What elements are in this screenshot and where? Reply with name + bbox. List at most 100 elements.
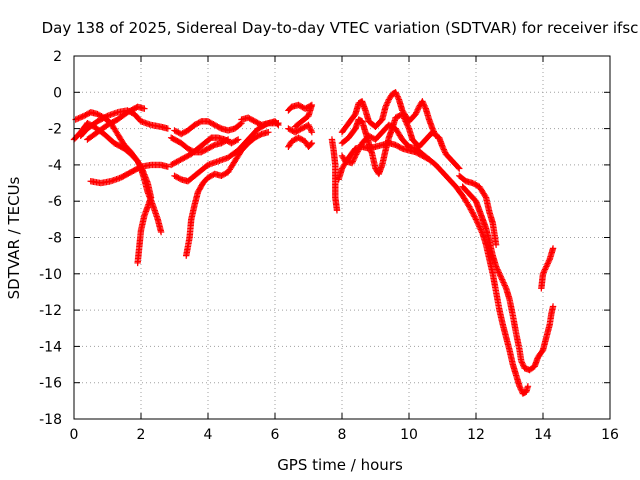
x-tick-label: 16 <box>601 427 619 443</box>
x-tick-label: 12 <box>467 427 485 443</box>
series-track-19 <box>338 121 433 167</box>
data-point <box>478 227 485 235</box>
chart-title: Day 138 of 2025, Sidereal Day-to-day VTE… <box>42 19 639 37</box>
data-point <box>393 90 400 97</box>
data-point <box>477 226 484 233</box>
data-point <box>78 113 85 121</box>
series-track-14 <box>285 134 316 150</box>
data-point <box>352 152 359 160</box>
data-point <box>494 266 501 273</box>
x-tick-label: 2 <box>137 427 146 443</box>
data-point <box>355 146 362 154</box>
data-point <box>237 120 244 128</box>
data-point <box>349 158 356 165</box>
data-point <box>402 118 409 125</box>
data-point <box>500 280 508 288</box>
x-tick-label: 6 <box>271 427 280 443</box>
data-point <box>383 100 391 108</box>
data-point <box>275 121 282 129</box>
data-point <box>545 257 553 264</box>
data-point <box>357 142 364 150</box>
series-track-21 <box>459 183 557 374</box>
data-point <box>499 277 506 285</box>
data-point <box>517 384 524 391</box>
data-point <box>475 221 482 229</box>
data-point <box>413 107 421 115</box>
series-track-5 <box>84 103 148 143</box>
data-point <box>518 357 525 365</box>
data-point <box>467 206 474 213</box>
data-point <box>307 127 315 134</box>
data-point <box>384 99 391 106</box>
data-point <box>393 92 401 99</box>
data-point <box>352 151 360 158</box>
data-point <box>492 263 500 270</box>
data-point <box>419 98 426 105</box>
data-point <box>543 263 550 270</box>
data-point <box>306 124 314 132</box>
y-tick-label: -2 <box>48 122 62 138</box>
data-point <box>473 217 480 225</box>
data-point <box>354 148 361 155</box>
data-point <box>333 207 341 214</box>
series-track-18 <box>338 110 463 178</box>
data-point <box>75 115 82 122</box>
data-point <box>274 120 281 128</box>
series-track-3 <box>87 161 171 187</box>
data-point <box>356 144 364 151</box>
data-point <box>498 274 505 282</box>
data-point <box>541 266 549 273</box>
data-point <box>468 207 475 215</box>
data-point <box>382 103 389 111</box>
data-point <box>420 101 427 108</box>
data-point <box>500 279 507 286</box>
data-point <box>549 303 557 310</box>
axis-ticks: 0 2 4 6 8 10 12 14 16 2 0 -2 -4 -6 -8 -10 -12 -14 -16 -18 <box>39 49 619 443</box>
data-point <box>421 102 428 109</box>
data-point <box>497 273 504 280</box>
data-point <box>392 89 399 96</box>
x-tick-label: 14 <box>534 427 552 443</box>
data-point <box>439 143 446 150</box>
data-point <box>471 213 478 220</box>
data-point <box>424 155 432 162</box>
data-point <box>307 126 314 133</box>
data-point <box>157 228 165 236</box>
data-point <box>141 105 148 112</box>
data-point <box>519 360 526 368</box>
data-point <box>233 137 241 144</box>
series-track-15 <box>328 136 341 214</box>
y-tick-label: -16 <box>39 376 62 392</box>
data-point <box>482 193 489 200</box>
data-point <box>412 110 419 118</box>
data-point <box>350 155 358 162</box>
data-point <box>456 165 463 172</box>
data-point <box>134 259 141 267</box>
data-point <box>543 261 551 269</box>
data-point <box>305 123 313 130</box>
data-point <box>383 102 390 109</box>
data-point <box>399 112 407 119</box>
data-point <box>291 123 299 130</box>
data-point <box>518 359 526 366</box>
data-point <box>308 139 316 147</box>
data-point <box>419 99 427 107</box>
series-track-8 <box>167 134 242 169</box>
data-point <box>421 103 429 111</box>
y-tick-label: -6 <box>48 194 62 210</box>
data-point <box>405 123 412 131</box>
data-point <box>164 125 171 132</box>
data-point <box>404 122 411 129</box>
data-point <box>520 362 527 369</box>
data-point <box>545 258 552 266</box>
data-point <box>501 282 509 289</box>
series-track-11 <box>238 114 282 129</box>
data-point <box>414 106 421 113</box>
data-point <box>308 129 316 136</box>
data-point <box>474 220 482 227</box>
series-track-4 <box>77 107 171 140</box>
data-point <box>403 119 410 126</box>
data-point <box>539 270 547 277</box>
data-point <box>542 264 549 272</box>
x-tick-label: 4 <box>204 427 213 443</box>
